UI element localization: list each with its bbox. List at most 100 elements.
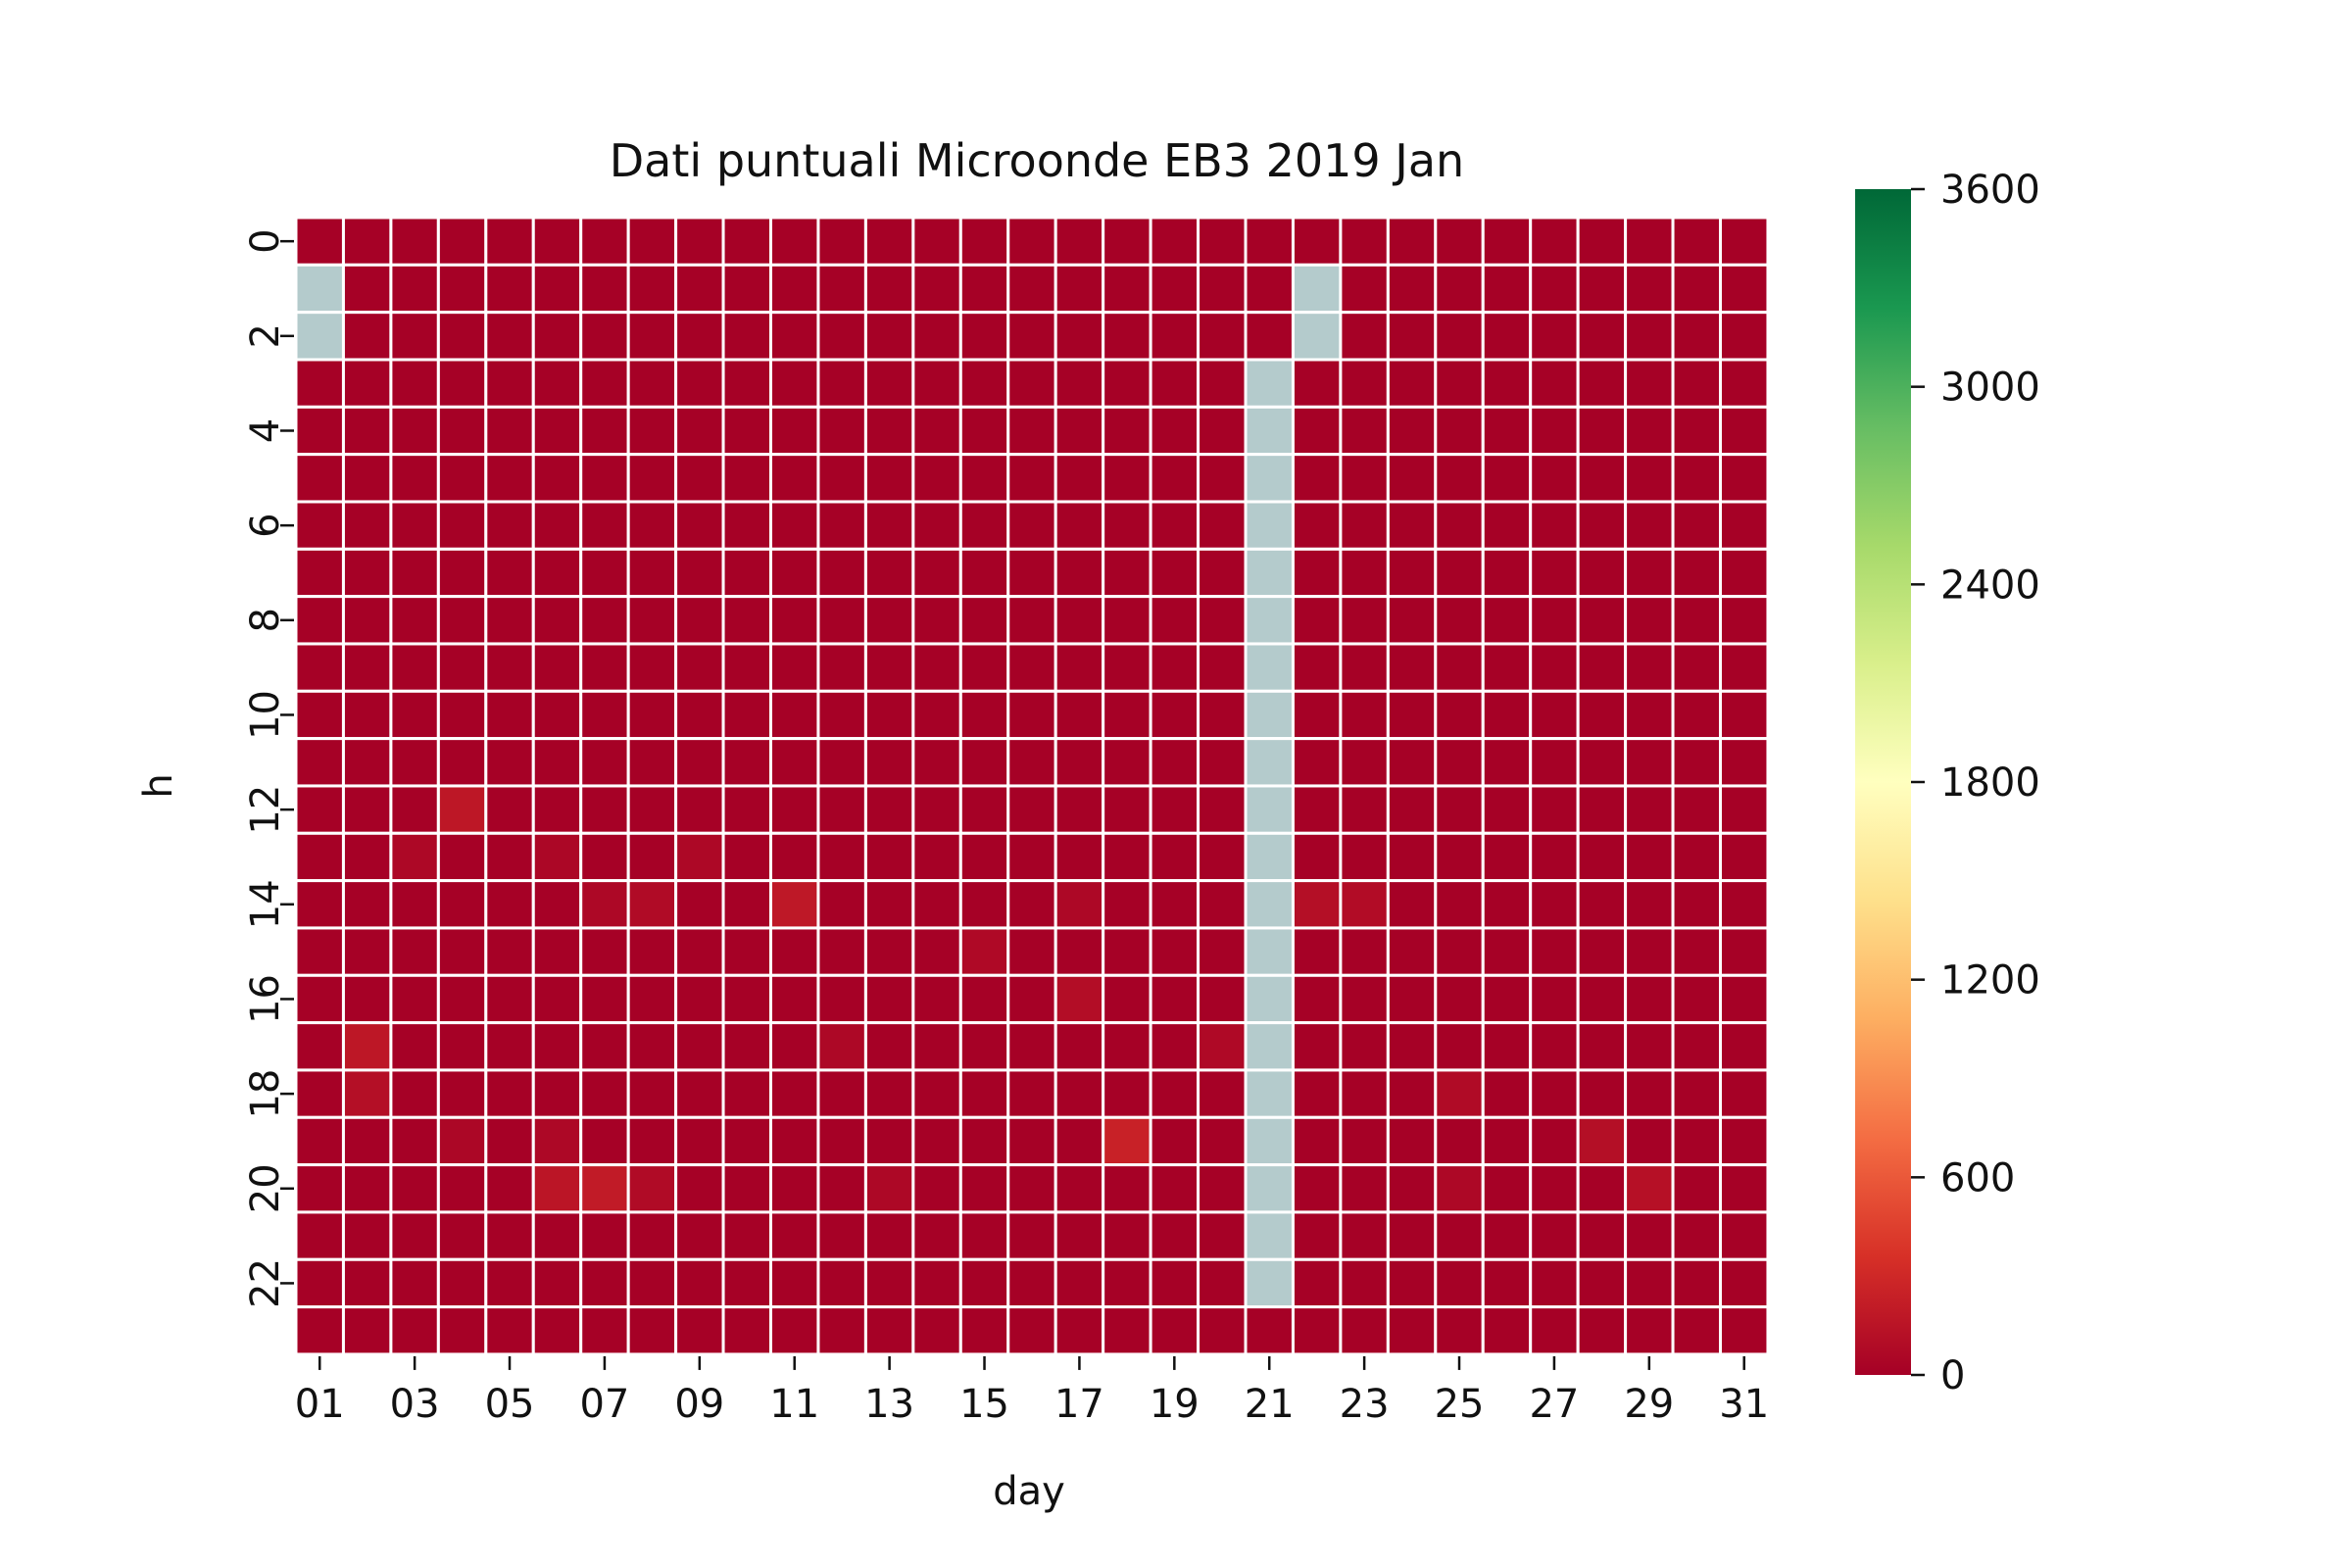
- heatmap-cell: [1481, 1210, 1533, 1261]
- heatmap-cell: [1719, 358, 1770, 409]
- heatmap-cell: [1386, 737, 1438, 788]
- heatmap-cell: [816, 453, 867, 504]
- heatmap-cell: [1339, 1068, 1390, 1119]
- heatmap-cell: [769, 263, 820, 315]
- heatmap-cell: [863, 1210, 915, 1261]
- heatmap-cell: [1671, 879, 1723, 930]
- heatmap-cell: [436, 216, 488, 267]
- heatmap-cell: [389, 547, 440, 599]
- heatmap-cell: [1149, 311, 1200, 362]
- heatmap-cell: [1529, 595, 1580, 646]
- heatmap-cell: [484, 831, 535, 883]
- heatmap-cell: [721, 1257, 772, 1309]
- heatmap-cell: [1624, 973, 1675, 1025]
- heatmap-cell: [1102, 784, 1152, 835]
- heatmap-cell: [863, 1021, 915, 1072]
- heatmap-cell: [389, 405, 440, 457]
- heatmap-cell: [1386, 689, 1438, 741]
- x-tick-label: 05: [485, 1382, 535, 1427]
- heatmap-cell: [1719, 1305, 1770, 1356]
- heatmap-cell: [1054, 1021, 1105, 1072]
- heatmap-cell: [1671, 500, 1723, 551]
- heatmap-cell: [863, 737, 915, 788]
- heatmap-cell: [1006, 405, 1057, 457]
- heatmap-cell: [1291, 973, 1343, 1025]
- heatmap-cell: [721, 831, 772, 883]
- heatmap-cell: [1054, 405, 1105, 457]
- heatmap-cell: [626, 926, 678, 977]
- heatmap-cell: [1576, 1257, 1628, 1309]
- x-tick-label: 19: [1150, 1382, 1200, 1427]
- heatmap-cell: [1291, 1257, 1343, 1309]
- heatmap-cell: [958, 737, 1010, 788]
- heatmap-cell: [1434, 1163, 1485, 1214]
- heatmap-cell: [626, 879, 678, 930]
- heatmap-cell: [1529, 547, 1580, 599]
- heatmap-cell: [1339, 642, 1390, 693]
- heatmap-cell: [1434, 1115, 1485, 1167]
- heatmap-cell: [626, 263, 678, 315]
- heatmap-cell: [1624, 1257, 1675, 1309]
- heatmap-cell: [436, 973, 488, 1025]
- heatmap-cell: [721, 405, 772, 457]
- heatmap-cell: [1197, 311, 1248, 362]
- heatmap-cell: [1386, 973, 1438, 1025]
- heatmap-cell: [1197, 405, 1248, 457]
- heatmap-cell-missing: [1244, 1257, 1295, 1309]
- colorbar-tick-label: 1200: [1940, 958, 2040, 1004]
- heatmap-cell: [1197, 879, 1248, 930]
- heatmap-cell: [389, 216, 440, 267]
- heatmap-cell: [1149, 1021, 1200, 1072]
- heatmap-cell: [1339, 737, 1390, 788]
- heatmap-cell: [1529, 831, 1580, 883]
- x-axis-ticks: 01 03 05 07 09 11 13 15 17 19 21 23 25 27 29 31: [295, 1355, 1769, 1427]
- heatmap-cell: [1339, 216, 1390, 267]
- heatmap-cell: [626, 1305, 678, 1356]
- heatmap-cell: [1197, 1210, 1248, 1261]
- heatmap-cell: [531, 1210, 583, 1261]
- heatmap-cell: [674, 263, 725, 315]
- heatmap-cell: [389, 1021, 440, 1072]
- heatmap-cell: [294, 405, 345, 457]
- heatmap-cell: [436, 926, 488, 977]
- heatmap-cell: [1291, 1305, 1343, 1356]
- heatmap-cell: [294, 879, 345, 930]
- heatmap-cell: [1006, 453, 1057, 504]
- heatmap-cell: [1671, 311, 1723, 362]
- heatmap-cell: [1006, 642, 1057, 693]
- heatmap-cell: [1291, 926, 1343, 977]
- heatmap-cell: [294, 1305, 345, 1356]
- heatmap-cell: [769, 926, 820, 977]
- heatmap-cell: [1576, 1305, 1628, 1356]
- heatmap-cell: [1624, 405, 1675, 457]
- heatmap-cell: [769, 1068, 820, 1119]
- heatmap-cell: [1624, 216, 1675, 267]
- heatmap-cell: [294, 1257, 345, 1309]
- heatmap-cell: [294, 784, 345, 835]
- heatmap-cell: [674, 642, 725, 693]
- heatmap-cell: [958, 405, 1010, 457]
- heatmap-cell: [341, 500, 393, 551]
- heatmap-cell: [816, 1115, 867, 1167]
- heatmap-cell: [1149, 926, 1200, 977]
- heatmap-cell: [1529, 311, 1580, 362]
- heatmap-cell: [531, 831, 583, 883]
- heatmap-cell: [1197, 216, 1248, 267]
- heatmap-cell: [1054, 689, 1105, 741]
- x-tick-label: 21: [1245, 1382, 1295, 1427]
- heatmap-cell: [579, 405, 630, 457]
- heatmap-cell: [1529, 1068, 1580, 1119]
- heatmap-cell: [816, 263, 867, 315]
- heatmap-cell: [484, 973, 535, 1025]
- heatmap-cell: [1576, 1068, 1628, 1119]
- heatmap-cell: [341, 1305, 393, 1356]
- heatmap-cell: [341, 831, 393, 883]
- heatmap-cell: [389, 642, 440, 693]
- colorbar-tick-label: 600: [1940, 1155, 2015, 1200]
- heatmap-cell: [863, 216, 915, 267]
- heatmap-cell: [1434, 689, 1485, 741]
- heatmap-cell-missing: [1244, 879, 1295, 930]
- heatmap-cell: [816, 1068, 867, 1119]
- heatmap-cell: [626, 689, 678, 741]
- heatmap-cell: [1434, 737, 1485, 788]
